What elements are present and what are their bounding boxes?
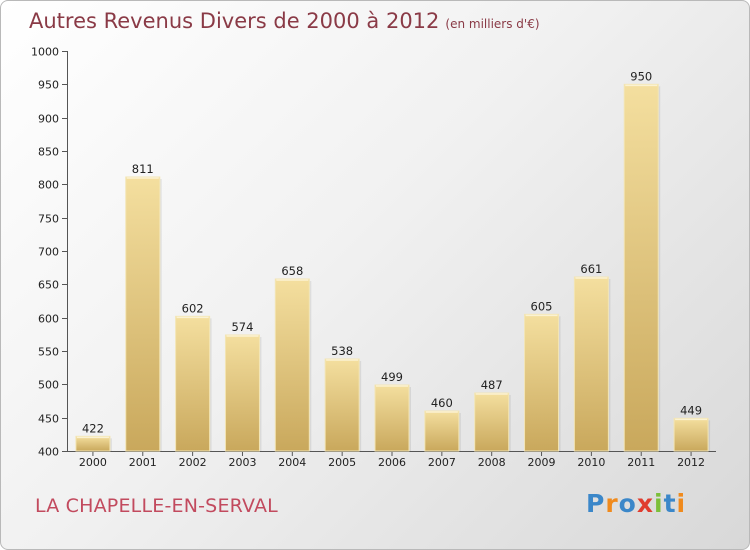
x-tick-label: 2007 (428, 456, 456, 469)
bar-value-label: 499 (381, 370, 403, 384)
bar (673, 417, 709, 452)
chart-title: Autres Revenus Divers de 2000 à 2012 (en … (29, 9, 540, 33)
proxiti-logo: Proxiti (586, 489, 686, 518)
bar (324, 358, 360, 452)
bar-value-label: 602 (182, 301, 204, 315)
bar-value-label: 449 (680, 403, 702, 417)
x-tick-label: 2002 (179, 456, 207, 469)
y-tick-label: 450 (38, 413, 59, 426)
y-tick-label: 600 (38, 313, 59, 326)
place-name: LA CHAPELLE-EN-SERVAL (35, 495, 278, 517)
x-tick-label: 2011 (627, 456, 655, 469)
bar-value-label: 574 (231, 320, 253, 334)
logo-letter: i (676, 489, 687, 518)
bar-value-label: 605 (531, 299, 553, 313)
bar-value-label: 661 (580, 262, 602, 276)
y-tick-label: 900 (38, 113, 59, 126)
logo-letter: P (586, 489, 606, 518)
y-tick-label: 800 (38, 179, 59, 192)
bar-value-label: 422 (82, 421, 104, 435)
x-tick-label: 2001 (129, 456, 157, 469)
y-tick-label: 850 (38, 146, 59, 159)
bar (125, 176, 161, 452)
y-tick-label: 550 (38, 346, 59, 359)
bar-value-label: 658 (281, 264, 303, 278)
x-tick-label: 2003 (228, 456, 256, 469)
x-tick-label: 2006 (378, 456, 406, 469)
x-tick-label: 2004 (278, 456, 306, 469)
y-tick-label: 700 (38, 246, 59, 259)
chart-subtitle: (en milliers d'€) (445, 17, 540, 31)
x-tick-label: 2005 (328, 456, 356, 469)
bar-value-label: 950 (630, 69, 652, 83)
bar (623, 83, 659, 452)
bar (374, 384, 410, 452)
bar (524, 313, 560, 452)
x-tick-label: 2012 (677, 456, 705, 469)
bar (175, 315, 211, 452)
y-tick-label: 400 (38, 446, 59, 459)
y-tick-label: 950 (38, 79, 59, 92)
logo-letter: r (605, 489, 619, 518)
bar (224, 334, 260, 452)
y-tick-label: 1000 (31, 46, 59, 59)
bar-value-label: 460 (431, 396, 453, 410)
bar (474, 392, 510, 452)
y-tick-label: 650 (38, 279, 59, 292)
bar-value-label: 538 (331, 344, 353, 358)
y-tick-label: 500 (38, 379, 59, 392)
logo-letter: t (663, 489, 677, 518)
logo-letter: o (618, 489, 637, 518)
y-tick-label: 750 (38, 213, 59, 226)
bar (274, 278, 310, 452)
logo-letter: x (636, 489, 654, 518)
bar (424, 410, 460, 452)
x-tick-label: 2008 (478, 456, 506, 469)
x-tick-label: 2009 (528, 456, 556, 469)
x-tick-label: 2010 (577, 456, 605, 469)
x-tick-label: 2000 (79, 456, 107, 469)
bar (573, 276, 609, 452)
chart-title-text: Autres Revenus Divers de 2000 à 2012 (29, 9, 440, 33)
bar-value-label: 811 (132, 162, 154, 176)
bar-value-label: 487 (481, 378, 503, 392)
bar (75, 435, 111, 452)
logo-letter: i (654, 489, 664, 518)
